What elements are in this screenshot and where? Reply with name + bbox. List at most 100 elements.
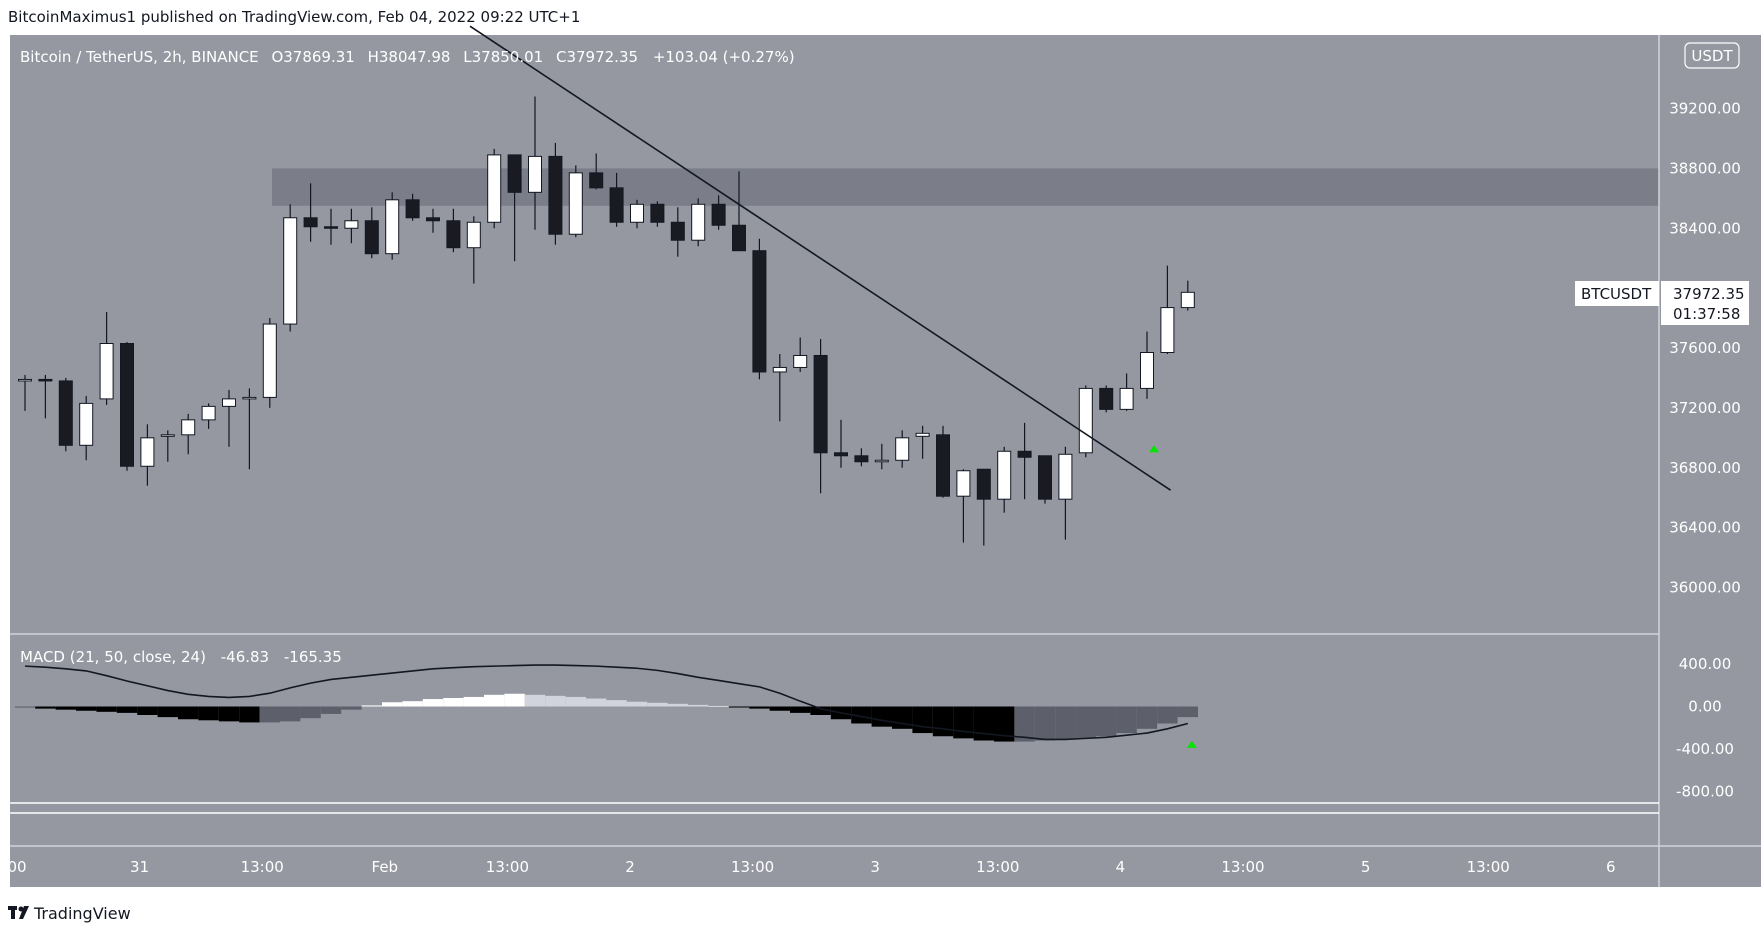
symbol-tag-box — [1575, 281, 1659, 306]
candle — [568, 165, 583, 238]
candle-body-bear — [976, 468, 991, 500]
candle — [813, 339, 828, 494]
close-label: C — [556, 48, 566, 66]
candle — [446, 208, 461, 253]
macd-hist-bar — [769, 706, 790, 711]
time-tick-label: 13:00 — [731, 858, 774, 876]
macd-hist-bar — [912, 706, 933, 734]
candle — [1058, 446, 1073, 540]
macd-hist-bar — [55, 706, 76, 710]
candle — [426, 208, 440, 233]
candle — [854, 448, 869, 467]
candle-body-bear — [936, 434, 950, 497]
candle — [1038, 455, 1052, 504]
change-value: +103.04 (+0.27%) — [653, 48, 795, 66]
candle — [364, 207, 379, 259]
macd-histogram — [14, 693, 1198, 742]
candle — [650, 201, 665, 227]
candle-body-bull — [793, 354, 808, 368]
candle-body-bear — [426, 217, 440, 222]
macd-hist-bar — [96, 706, 117, 712]
candle-body-bear — [732, 224, 746, 252]
candles-group — [18, 96, 1195, 546]
candle-body-bear — [324, 226, 338, 229]
macd-axis: 400.00 0.00 -400.00 -800.00 — [1676, 655, 1734, 801]
close-value: 37972.35 — [566, 48, 638, 66]
macd-hist-bar — [708, 705, 729, 707]
candle-body-bear — [405, 199, 420, 219]
candle-body-bull — [466, 221, 481, 249]
macd-hist-bar — [76, 706, 97, 711]
candle — [1119, 373, 1134, 411]
open-value: 37869.31 — [283, 48, 355, 66]
macd-hist-bar — [1014, 706, 1035, 742]
price-tick-label: 37600.00 — [1669, 339, 1741, 357]
currency-badge[interactable]: USDT — [1684, 42, 1740, 69]
candle-body-bear — [548, 155, 563, 235]
candle-body-bull — [1119, 387, 1134, 410]
candle-body-bull — [283, 217, 298, 325]
high-label: H — [368, 48, 379, 66]
macd-pane[interactable]: MACD (21, 50, close, 24) -46.83 -165.35 … — [14, 648, 1734, 801]
macd-hist-bar — [1177, 706, 1198, 718]
candle — [120, 342, 134, 471]
macd-hist-bar — [1096, 706, 1117, 737]
macd-hist-bar — [932, 706, 954, 737]
price-tag: BTCUSDT 37972.35 01:37:58 — [1575, 281, 1749, 325]
macd-hist-bar — [218, 706, 240, 722]
candle-body-bear — [446, 220, 461, 249]
candle — [548, 142, 563, 245]
candle — [936, 425, 950, 498]
candle — [99, 312, 114, 405]
macd-hist-bar — [973, 706, 994, 741]
candle — [834, 419, 848, 468]
tradingview-brand: TradingView — [33, 904, 131, 923]
macd-hist-bar — [688, 704, 709, 707]
time-tick-label: 13:00 — [241, 858, 284, 876]
candle-body-bear — [120, 343, 134, 467]
candle-body-bear — [813, 354, 828, 454]
macd-hist-bar — [137, 706, 158, 715]
candle — [670, 207, 685, 257]
time-tick-label: 13:00 — [486, 858, 529, 876]
macd-hist-bar — [320, 706, 342, 714]
macd-hist-bar — [484, 694, 505, 707]
symbol-legend: Bitcoin / TetherUS, 2h, BINANCE O37869.3… — [20, 48, 795, 66]
descending-trendline — [469, 25, 1172, 491]
candle-body-bull — [528, 155, 542, 193]
candle — [222, 389, 236, 447]
candle-body-bear — [650, 203, 665, 223]
high-value: 38047.98 — [379, 48, 451, 66]
candle-body-bull — [568, 172, 583, 235]
candle — [874, 443, 889, 470]
candle — [732, 171, 746, 252]
macd-value: -46.83 — [221, 648, 269, 666]
time-tick-label: 3 — [870, 858, 880, 876]
candle-body-bull — [160, 434, 175, 437]
macd-hist-bar — [280, 706, 301, 722]
candle — [956, 469, 971, 543]
low-value: 37850.01 — [472, 48, 544, 66]
macd-hist-bar — [422, 699, 444, 707]
time-axis[interactable]: 00 31 13:00 Feb 13:00 2 13:00 3 13:00 4 13:00 5 13:0… — [7, 858, 1615, 876]
macd-hist-bar — [994, 706, 1015, 742]
macd-hist-bar — [443, 698, 464, 707]
macd-signal-arrow-group — [1186, 740, 1197, 748]
candle-body-bull — [691, 203, 706, 241]
price-tick-label: 38800.00 — [1669, 159, 1741, 177]
candle-body-bull — [344, 220, 359, 229]
macd-hist-bar — [259, 706, 280, 723]
candle — [385, 192, 400, 260]
candle — [976, 468, 991, 546]
price-pane[interactable] — [18, 25, 1660, 546]
macd-hist-bar — [178, 706, 199, 720]
time-tick-label: 5 — [1361, 858, 1371, 876]
candle-body-bull — [18, 378, 32, 382]
svg-text:Bitcoin / TetherUS, 2h, BINANC: Bitcoin / TetherUS, 2h, BINANCE O37869.3… — [20, 48, 795, 66]
time-tick-label: Feb — [372, 858, 399, 876]
candle-body-bear — [752, 250, 767, 373]
candle-body-bear — [58, 380, 73, 446]
candle — [79, 395, 94, 461]
candle — [1017, 422, 1032, 500]
candle-body-bear — [834, 452, 848, 457]
